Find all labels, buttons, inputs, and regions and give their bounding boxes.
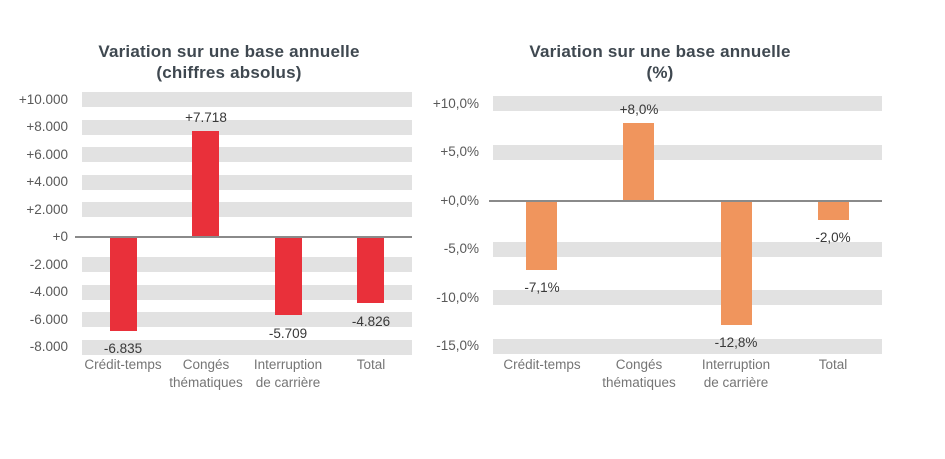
y-tick-label: +6.000 [26,147,68,162]
grid-band [493,290,882,305]
category-label-total: Total [356,357,386,372]
grid-band [82,312,412,327]
category-label-interruption-de-carriere: Interruption de carrière [701,357,771,390]
bar-total [357,237,384,303]
grid-band [82,120,412,135]
zero-axis-line [489,200,882,202]
grid-band [82,340,412,355]
zero-axis-line [75,236,412,238]
category-label-credit-temps: Crédit-temps [503,357,581,372]
bar-conges-thematiques [623,123,654,201]
y-tick-label: +2.000 [26,202,68,217]
chart-title-percent: Variation sur une base annuelle (%) [460,41,860,83]
bar-conges-thematiques [192,131,219,237]
category-label-conges-thematiques: Congés thématiques [602,357,676,390]
data-label-conges-thematiques: +7.718 [185,110,227,125]
chart-title-line1: Variation sur une base annuelle [98,42,360,62]
category-label-conges-thematiques: Congés thématiques [169,357,243,390]
y-tick-label: +5,0% [440,144,479,159]
grid-band [493,96,882,111]
data-label-conges-thematiques: +8,0% [619,102,659,117]
y-tick-label: +0,0% [440,193,479,208]
y-tick-label: -4.000 [29,284,68,299]
y-tick-label: +8.000 [26,119,68,134]
grid-band [82,285,412,300]
y-tick-label: -10,0% [436,290,479,305]
grid-band [82,147,412,162]
grid-band [82,257,412,272]
y-tick-label: -8.000 [29,339,68,354]
y-tick-label: -6.000 [29,312,68,327]
grid-band [493,339,882,354]
bar-total [818,201,849,220]
y-tick-label: +4.000 [26,174,68,189]
chart-title-line2: (%) [646,63,674,83]
data-label-credit-temps: -6.835 [103,341,143,356]
grid-band [82,175,412,190]
bar-credit-temps [526,201,557,270]
data-label-credit-temps: -7,1% [524,280,560,295]
bar-interruption-de-carriere [721,201,752,325]
category-label-credit-temps: Crédit-temps [84,357,162,372]
grid-band [493,242,882,257]
chart-title-line2: (chiffres absolus) [156,63,302,83]
y-tick-label: -5,0% [443,241,479,256]
data-label-total: -2,0% [815,230,851,245]
y-tick-label: -15,0% [436,338,479,353]
chart-title-line1: Variation sur une base annuelle [529,42,791,62]
grid-band [493,145,882,160]
y-tick-label: +10,0% [432,96,479,111]
bar-credit-temps [110,237,137,331]
category-label-interruption-de-carriere: Interruption de carrière [253,357,323,390]
data-label-total: -4.826 [351,314,391,329]
y-tick-label: -2.000 [29,257,68,272]
data-label-interruption-de-carriere: -5.709 [268,326,308,341]
bar-interruption-de-carriere [275,237,302,315]
y-tick-label: +10.000 [18,92,68,107]
grid-band [82,92,412,107]
grid-band [82,202,412,217]
chart-title-absolute: Variation sur une base annuelle (chiffre… [29,41,429,83]
category-label-total: Total [818,357,848,372]
y-tick-label: +0 [52,229,68,244]
data-label-interruption-de-carriere: -12,8% [714,335,758,350]
